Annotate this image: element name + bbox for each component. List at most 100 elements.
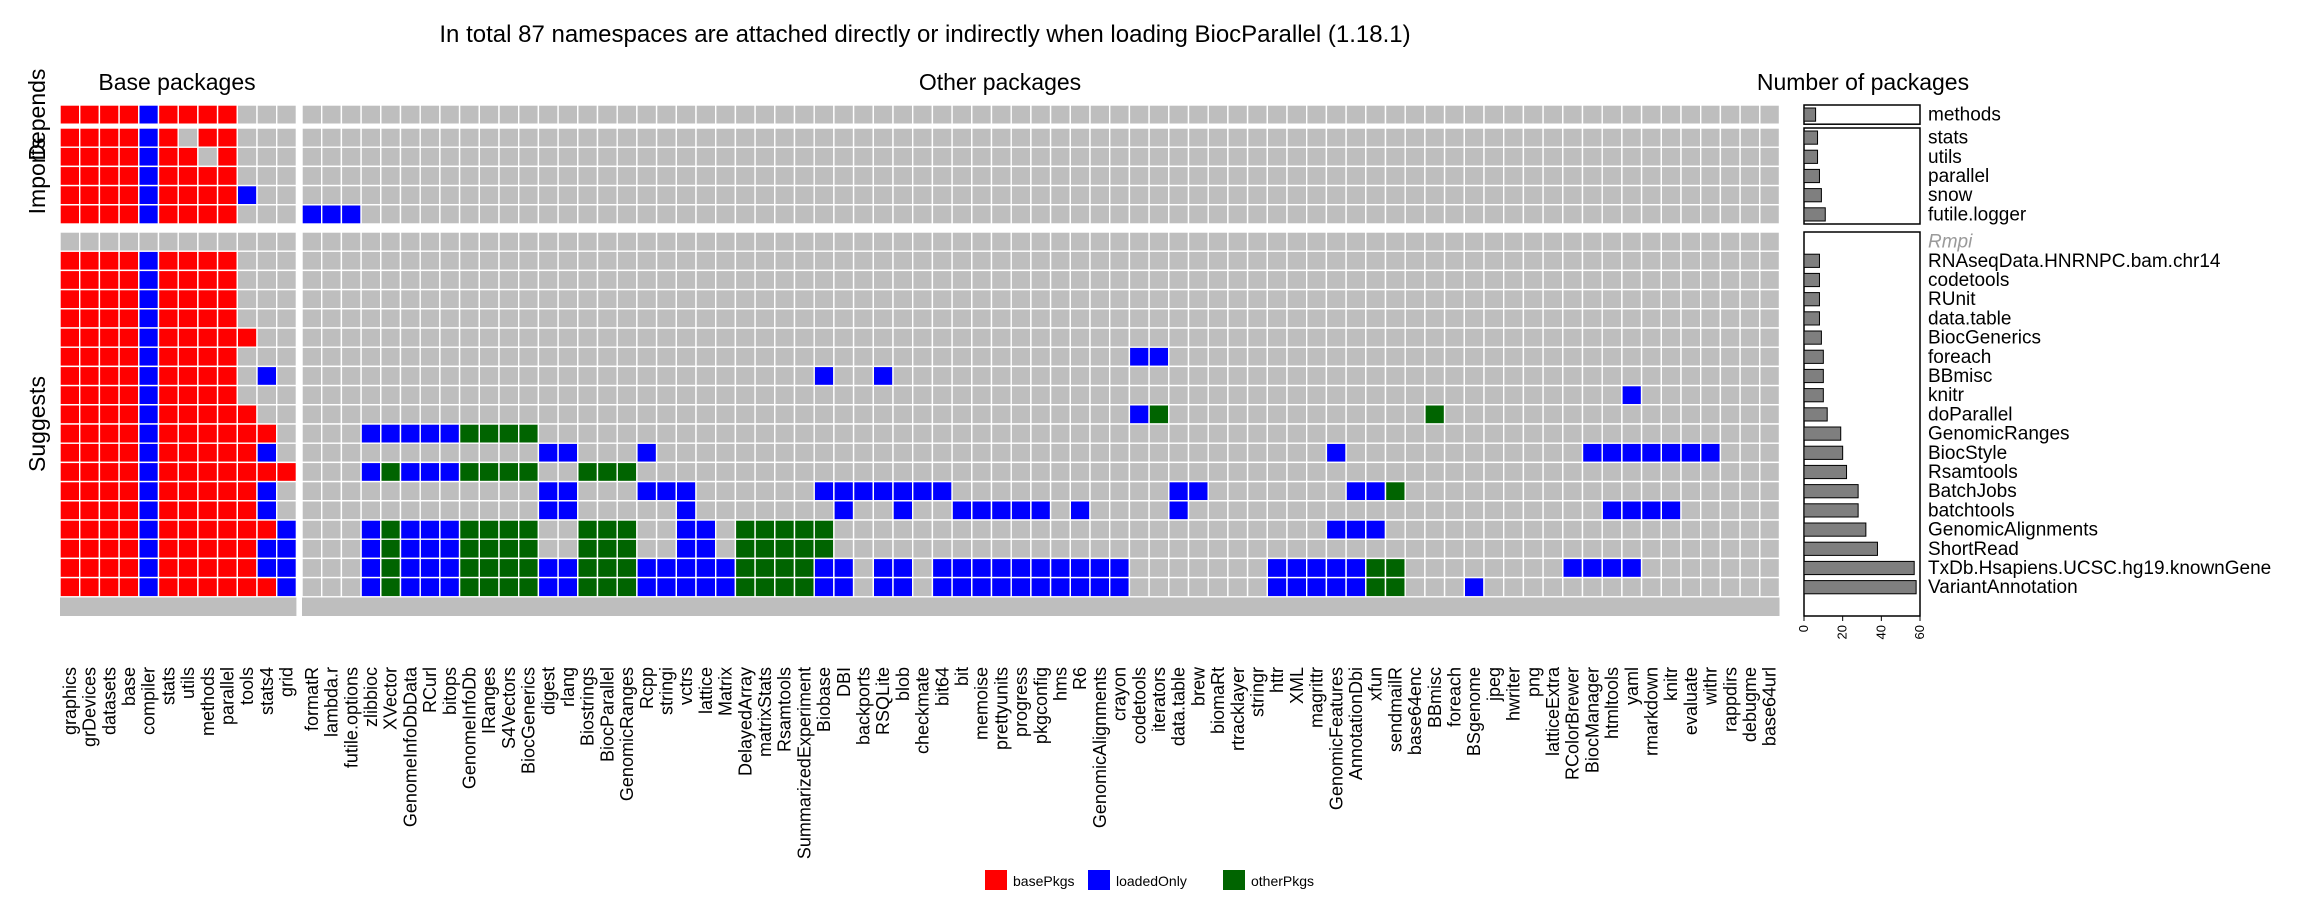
row-label-bbmisc: BBmisc: [1928, 366, 1992, 387]
cell-other-rnaseqdata-hnrnpc-bam-chr14-iterators: [1148, 250, 1170, 272]
cell-other-shortread-xvector: [380, 538, 402, 560]
cell-other-data-table-evaluate: [1680, 308, 1702, 329]
cell-other-doparallel-rsqlite: [872, 404, 894, 425]
column-label-other-blob: blob: [893, 667, 913, 701]
cell-other-genomicalignments-rsqlite: [872, 519, 894, 540]
cell-other-stats-pkgconfig: [1030, 127, 1052, 148]
cell-other-utils-biostrings: [577, 146, 599, 168]
cell-other-snow-biostrings: [577, 184, 599, 206]
cell-other-runit-base64enc: [1404, 288, 1426, 310]
cell-other-genomicalignments-blob: [892, 519, 914, 540]
cell-other-foreach-httr: [1266, 346, 1288, 368]
cell-other-doparallel-iranges: [478, 404, 500, 425]
bar-bbmisc: [1803, 368, 1824, 384]
cell-other-biocgenerics-rtracklayer: [1227, 327, 1249, 348]
cell-base-biocstyle-base: [118, 442, 140, 464]
cell-other-futile-logger-withr: [1699, 204, 1722, 225]
cell-other-rsamtools-foreach: [1443, 461, 1465, 483]
cell-other-genomicalignments-sendmailr: [1384, 519, 1406, 540]
cell-other-stats-jpeg: [1483, 127, 1505, 148]
cell-other-utils-bsgenome: [1463, 146, 1485, 168]
cell-other-snow-genomicranges: [616, 184, 638, 206]
cell-other-rnaseqdata-hnrnpc-bam-chr14-biomart: [1207, 250, 1229, 272]
cell-other-foreach-rcurl: [419, 346, 441, 368]
cell-other-genomicranges-crayon: [1108, 423, 1131, 444]
cell-other-biocgenerics-delayedarray: [734, 327, 756, 348]
cell-other-data-table-rcolorbrewer: [1562, 308, 1584, 329]
cell-base-batchtools-stats4: [256, 500, 278, 521]
cell-other-methods-rsamtools: [774, 104, 796, 125]
cell-other-rnaseqdata-hnrnpc-bam-chr14-r6: [1069, 250, 1091, 272]
cell-other-runit-rtracklayer: [1227, 288, 1249, 310]
column-label-other-prettyunits: prettyunits: [991, 667, 1011, 750]
cell-other-doparallel-checkmate: [912, 404, 934, 425]
cell-other-biocgenerics-sendmailr: [1384, 327, 1406, 348]
cell-other-bbmisc-evaluate: [1680, 365, 1702, 387]
cell-other-batchjobs-genomicranges: [616, 480, 638, 502]
cell-other-rnaseqdata-hnrnpc-bam-chr14-foreach: [1443, 250, 1465, 272]
cell-base-bbmisc-datasets: [98, 365, 120, 387]
cell-other-codetools-bit64: [931, 269, 953, 291]
cell-other-utils-brew: [1187, 146, 1209, 168]
cell-other-parallel-memoise: [971, 165, 993, 187]
cell-other-txdb-hsapiens-ucsc-hg19-knowngene-genomicfeatures: [1325, 557, 1347, 579]
cell-other-rmpi-lambda-r: [321, 231, 343, 252]
cell-base-methods-stats4: [256, 104, 278, 125]
cell-other-futile-logger-htmltools: [1601, 204, 1623, 225]
cell-other-parallel-rmarkdown: [1640, 165, 1662, 187]
cell-other-variantannotation-htmltools: [1601, 576, 1623, 598]
cell-base-snow-tools: [236, 184, 258, 206]
cell-other-foreach-rsqlite: [872, 346, 894, 368]
cell-base-biocstyle-tools: [236, 442, 258, 464]
cell-other-batchjobs-httr: [1266, 480, 1288, 502]
cell-other-data-table-brew: [1187, 308, 1209, 329]
cell-other-batchjobs-codetools: [1128, 480, 1150, 502]
cell-other-stats-knitr: [1660, 127, 1682, 148]
cell-other-genomicalignments-rcolorbrewer: [1562, 519, 1584, 540]
bar-rnaseqdata-hnrnpc-bam-chr14: [1803, 253, 1820, 268]
cell-other-genomicalignments-progress: [1010, 519, 1032, 540]
cell-other-rmpi-yaml: [1621, 231, 1643, 252]
cell-other-codetools-digest: [537, 269, 559, 291]
cell-other-knitr-blob: [892, 384, 914, 406]
column-label-other-formatr: formatR: [302, 667, 322, 731]
cell-other-stats-latticeextra: [1542, 127, 1564, 148]
legend-label-otherpkgs: otherPkgs: [1251, 873, 1314, 889]
bar-data-table: [1803, 311, 1820, 326]
cell-other-data-table-genomeinfodbdata: [399, 308, 421, 329]
cell-other-biocstyle-lambda-r: [321, 442, 343, 464]
cell-other-doparallel-base64enc: [1404, 404, 1426, 425]
cell-other-batchjobs-rcolorbrewer: [1562, 480, 1584, 502]
cell-other-bbmisc-lambda-r: [321, 365, 343, 387]
cell-base-methods-compiler: [138, 104, 160, 125]
cell-other-rmpi-digest: [537, 231, 559, 252]
cell-other-batchjobs-vctrs: [675, 480, 697, 502]
cell-other-genomicalignments-bit64: [931, 519, 953, 540]
cell-other-biocgenerics-brew: [1187, 327, 1209, 348]
column-label-other-lambda-r: lambda.r: [322, 667, 342, 737]
cell-other-rmpi-zlibbioc: [360, 231, 382, 252]
cell-other-runit-checkmate: [912, 288, 934, 310]
cell-other-rsamtools-biocmanager: [1581, 461, 1603, 483]
cell-other-variantannotation-prettyunits: [990, 576, 1012, 598]
cell-other-data-table-vctrs: [675, 308, 697, 329]
cell-other-runit-vctrs: [675, 288, 697, 310]
cell-other-runit-httr: [1266, 288, 1288, 310]
cell-other-doparallel-summarizedexperiment: [793, 404, 815, 425]
cell-other-batchtools-brew: [1187, 500, 1209, 521]
cell-other-rsamtools-vctrs: [675, 461, 697, 483]
cell-base-shortread-grdevices: [78, 538, 101, 560]
cell-other-batchjobs-backports: [852, 480, 874, 502]
column-label-other-memoise: memoise: [972, 667, 992, 740]
cell-other-parallel-rappdirs: [1719, 165, 1741, 187]
cell-other-shortread-hms: [1049, 538, 1071, 560]
cell-base-rnaseqdata-hnrnpc-bam-chr14-datasets: [98, 250, 120, 272]
cell-other-parallel-pkgconfig: [1030, 165, 1052, 187]
cell-other-rsamtools-latticeextra: [1542, 461, 1564, 483]
cell-other-knitr-genomeinfodb: [458, 384, 481, 406]
cell-other-variantannotation-xfun: [1365, 576, 1387, 598]
cell-other-futile-logger-lattice: [695, 204, 717, 225]
cell-other-stats-rlang: [557, 127, 579, 148]
cell-base-stats-stats4: [256, 127, 278, 148]
cell-other-stats-lattice: [695, 127, 717, 148]
